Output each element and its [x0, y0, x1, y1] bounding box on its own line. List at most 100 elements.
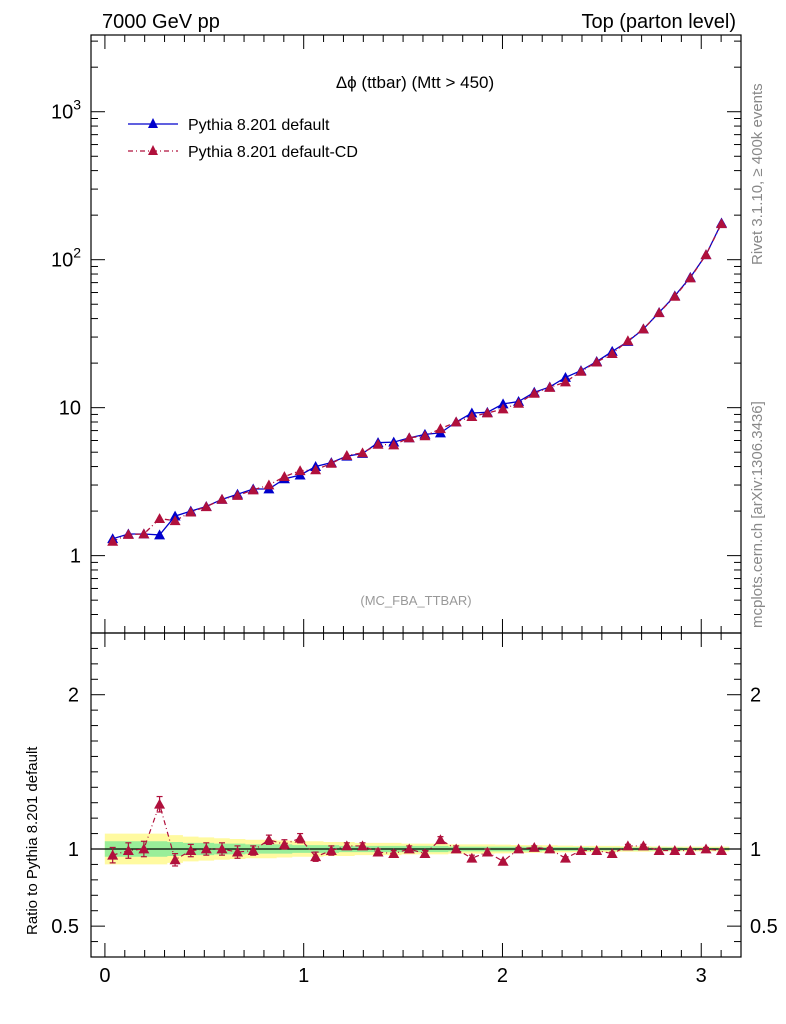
point-cd	[185, 506, 197, 517]
y-tick-label: 10	[59, 398, 81, 420]
ratio-point-cd	[216, 843, 228, 854]
ratio-point-cd	[138, 843, 150, 854]
y-tick-label: 102	[51, 245, 81, 272]
ratio-panel-frame	[90, 632, 742, 958]
point-cd	[684, 272, 696, 283]
ratio-point-cd	[122, 845, 134, 855]
point-default	[154, 529, 166, 540]
ratio-point-cd	[700, 843, 712, 854]
x-tick-label: 3	[696, 965, 707, 987]
point-cd	[357, 447, 369, 458]
y-tick-exponent: 2	[73, 245, 81, 261]
legend: Pythia 8.201 default Pythia 8.201 defaul…	[128, 117, 358, 161]
ratio-y-tick-label: 2	[68, 685, 79, 707]
ratio-point-cd	[466, 852, 478, 863]
legend-marker-cd	[148, 145, 158, 155]
legend-marker-default	[148, 118, 158, 128]
point-cd	[372, 438, 384, 449]
point-cd	[310, 464, 322, 475]
legend-label-cd: Pythia 8.201 default-CD	[188, 144, 358, 161]
ratio-line-cd	[112, 802, 722, 863]
point-cd	[154, 513, 166, 523]
ratio-point-cd	[403, 843, 415, 854]
point-cd	[716, 218, 728, 229]
ratio-y-tick-label: 1	[68, 839, 79, 861]
watermark: (MC_FBA_TTBAR)	[360, 593, 471, 608]
ratio-point-cd	[200, 843, 212, 854]
ratio-point-cd	[341, 840, 353, 851]
point-cd	[278, 471, 290, 482]
point-cd	[513, 397, 525, 408]
point-cd	[122, 528, 134, 539]
ratio-y-tick-label-right: 1	[750, 839, 761, 861]
ratio-point-cd	[278, 838, 290, 849]
series-line-cd	[112, 223, 723, 542]
header-right: Top (parton level)	[581, 11, 736, 33]
ratio-point-cd	[154, 798, 166, 809]
main-series-layer	[107, 217, 728, 546]
ratio-point-cd	[637, 840, 649, 851]
y-tick-label: 1	[70, 546, 81, 568]
ratio-point-cd	[419, 848, 431, 859]
point-cd	[434, 423, 446, 434]
point-cd	[325, 457, 337, 468]
ratio-point-cd	[716, 845, 728, 855]
point-cd	[450, 416, 462, 427]
ratio-point-cd	[653, 845, 665, 855]
point-cd	[107, 535, 119, 546]
point-cd	[528, 387, 540, 398]
ratio-point-cd	[481, 846, 493, 857]
ratio-point-cd	[107, 849, 119, 860]
ratio-series-layer	[107, 795, 728, 867]
point-cd	[138, 528, 150, 539]
point-cd	[263, 479, 275, 490]
ratio-point-cd	[669, 845, 681, 855]
ratio-y-tick-label: 0.5	[51, 916, 79, 938]
point-cd	[388, 439, 400, 450]
y-tick-exponent: 3	[73, 97, 81, 113]
series-line-default	[112, 222, 723, 540]
point-cd	[419, 430, 431, 441]
ratio-point-cd	[544, 843, 556, 854]
ratio-point-cd	[169, 854, 181, 865]
point-default	[497, 398, 509, 409]
point-cd	[169, 515, 181, 526]
point-cd	[544, 381, 556, 392]
ratio-point-cd	[372, 846, 384, 857]
ratio-y-tick-label-right: 0.5	[750, 916, 778, 938]
ratio-point-cd	[497, 855, 509, 866]
ratio-point-cd	[263, 834, 275, 845]
point-cd	[637, 323, 649, 334]
point-cd	[294, 465, 306, 476]
ratio-point-cd	[684, 845, 696, 855]
y-tick-label: 103	[51, 97, 81, 124]
point-cd	[591, 356, 603, 367]
ratio-point-cd	[247, 845, 259, 855]
ratio-point-cd	[434, 834, 446, 845]
main-axis-ticks: 1 10 102 103	[51, 35, 741, 634]
x-tick-label: 0	[99, 965, 110, 987]
point-cd	[216, 493, 228, 504]
ratio-point-cd	[450, 843, 462, 854]
point-cd	[466, 411, 478, 422]
ratio-point-cd	[559, 852, 571, 863]
point-cd	[247, 484, 259, 495]
chart-title: Δϕ (ttbar) (Mtt > 450)	[336, 73, 494, 92]
ratio-point-cd	[591, 845, 603, 855]
point-cd	[606, 348, 618, 358]
x-tick-label: 2	[497, 965, 508, 987]
ratio-point-cd	[294, 832, 306, 843]
ratio-point-cd	[357, 840, 369, 851]
point-cd	[200, 501, 212, 512]
ratio-point-cd	[325, 845, 337, 855]
point-cd	[700, 249, 712, 260]
point-cd	[497, 403, 509, 414]
point-cd	[231, 489, 243, 500]
point-cd	[669, 290, 681, 301]
ratio-point-cd	[622, 840, 634, 851]
ratio-y-label: Ratio to Pythia 8.201 default	[24, 746, 41, 935]
ratio-point-cd	[513, 843, 525, 854]
rivet-label: Rivet 3.1.10, ≥ 400k events	[749, 83, 766, 265]
point-cd	[341, 450, 353, 460]
